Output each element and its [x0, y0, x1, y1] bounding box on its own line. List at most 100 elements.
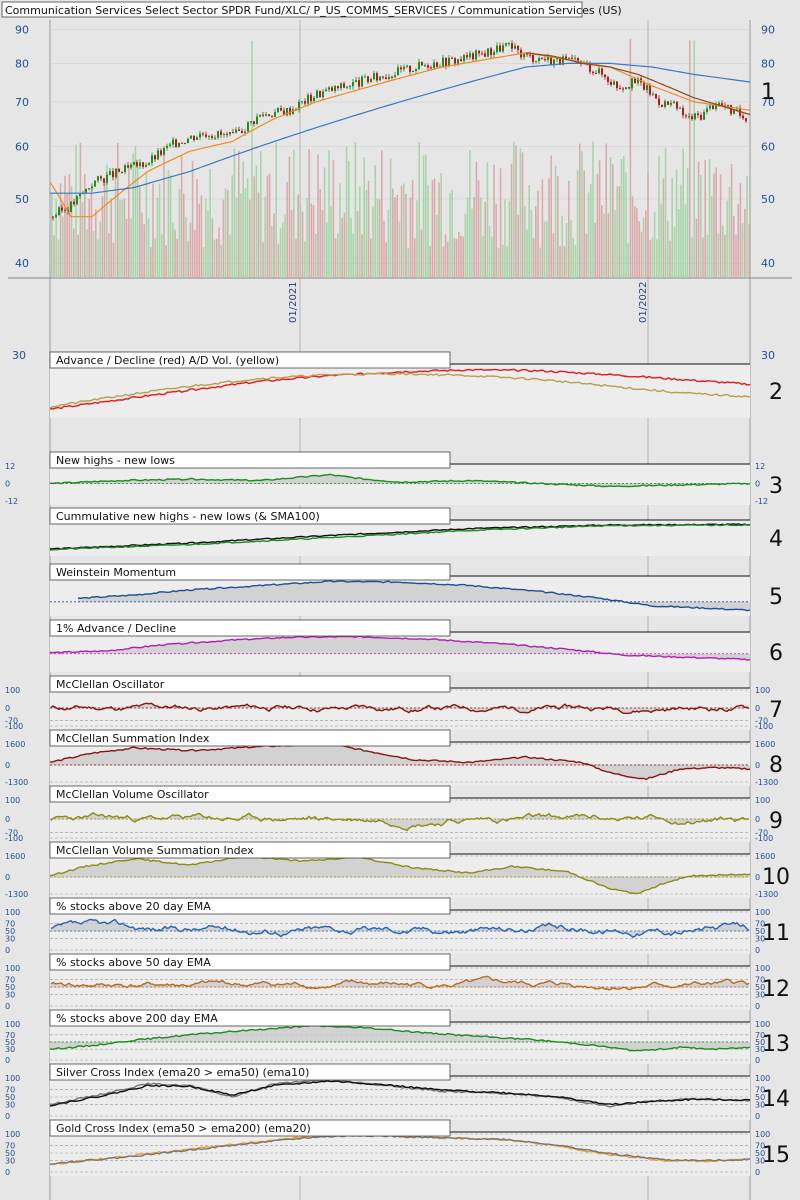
candle-body — [499, 45, 501, 52]
volume-bar — [176, 239, 178, 278]
candle-body — [397, 67, 399, 76]
volume-bar — [213, 239, 216, 278]
volume-bar — [73, 228, 75, 278]
candle-body — [400, 67, 402, 70]
price-y-tick-left: 90 — [15, 23, 29, 36]
panel-title-box — [49, 619, 451, 637]
volume-bar — [86, 229, 88, 278]
volume-bar — [75, 144, 77, 278]
candle-body — [661, 104, 663, 107]
volume-bar — [202, 247, 205, 278]
volume-bar — [158, 183, 161, 278]
volume-bar — [150, 247, 152, 278]
volume-bar — [317, 154, 319, 278]
volume-bar — [222, 199, 225, 278]
candle-body — [253, 121, 255, 125]
volume-bar — [541, 179, 544, 278]
candle-body — [100, 176, 102, 179]
candle-body — [610, 81, 612, 85]
series-line — [49, 855, 751, 895]
volume-bar — [645, 210, 647, 278]
panel-number: 1 — [761, 80, 775, 105]
candle-body — [559, 57, 561, 65]
panel-y-tick-left: 50 — [5, 1038, 15, 1047]
volume-bar — [693, 40, 695, 279]
panel-y-tick-right: 50 — [755, 1093, 765, 1102]
volume-bar — [726, 200, 728, 278]
candle-body — [691, 116, 693, 120]
candle-body — [358, 80, 360, 87]
panel-y-tick-left: -70 — [5, 717, 18, 726]
panel-number: 10 — [762, 865, 790, 890]
candle-body — [337, 85, 339, 89]
volume-bar — [420, 229, 423, 278]
volume-bar — [205, 198, 207, 278]
volume-bar — [491, 236, 493, 278]
volume-bar — [315, 234, 317, 278]
candle-body — [679, 107, 681, 109]
panel-number: 7 — [769, 698, 783, 723]
candle-body — [544, 59, 546, 61]
volume-bar — [319, 188, 321, 278]
volume-bar — [238, 150, 240, 278]
candle-body — [268, 114, 270, 117]
volume-bar — [537, 190, 539, 278]
candle-body — [457, 59, 459, 64]
candle-body — [391, 76, 393, 78]
candle-body — [190, 135, 192, 139]
candle-body — [178, 142, 180, 147]
volume-bar — [114, 173, 117, 278]
candle-body — [667, 101, 669, 105]
volume-bar — [695, 218, 698, 278]
volume-bar — [678, 208, 680, 278]
candle-body — [76, 196, 78, 205]
volume-bar — [334, 238, 337, 278]
candle-body — [502, 45, 504, 52]
volume-bar — [700, 174, 702, 278]
panel-y-tick-left: 0 — [5, 704, 10, 713]
volume-bar — [675, 169, 678, 278]
candle-body — [445, 57, 447, 67]
candle-body — [493, 52, 495, 56]
candle-body — [70, 201, 72, 212]
panel-title-box — [49, 563, 451, 581]
volume-bar — [235, 197, 238, 278]
volume-bar — [510, 163, 513, 278]
candle-body — [367, 76, 369, 83]
candle-body — [55, 214, 57, 218]
candle-body — [442, 57, 444, 67]
candle-body — [409, 65, 411, 72]
volume-bar — [733, 215, 735, 278]
volume-bar — [275, 142, 277, 278]
volume-bar — [367, 180, 370, 278]
price-y-tick-left: 50 — [15, 193, 29, 206]
candle-body — [595, 72, 597, 74]
volume-bar — [189, 222, 192, 278]
volume-bar — [744, 208, 746, 278]
volume-bar — [636, 208, 638, 278]
volume-bar — [385, 242, 387, 278]
candle-body — [700, 115, 702, 120]
volume-bar — [572, 237, 574, 278]
candle-body — [109, 171, 111, 175]
volume-bar — [460, 235, 462, 278]
panel-title: McClellan Volume Oscillator — [56, 788, 209, 801]
candle-body — [61, 207, 63, 211]
panel-y-tick-right: 0 — [755, 1168, 760, 1177]
panel-y-tick-left: 70 — [5, 1141, 15, 1150]
candle-body — [433, 62, 435, 69]
candle-body — [652, 93, 654, 95]
panel-y-tick-left: 70 — [5, 1085, 15, 1094]
volume-bar — [174, 229, 176, 278]
series-line — [49, 635, 751, 661]
volume-bar — [348, 161, 350, 278]
candle-body — [745, 118, 747, 122]
volume-bar — [374, 165, 376, 278]
candle-body — [496, 45, 498, 53]
candle-body — [307, 94, 309, 104]
volume-bar — [341, 217, 343, 278]
panel-y-tick-right: 12 — [755, 462, 765, 471]
volume-bar — [715, 167, 717, 278]
x-tick-label: 01/2022 — [638, 281, 649, 323]
volume-bar — [664, 147, 667, 278]
